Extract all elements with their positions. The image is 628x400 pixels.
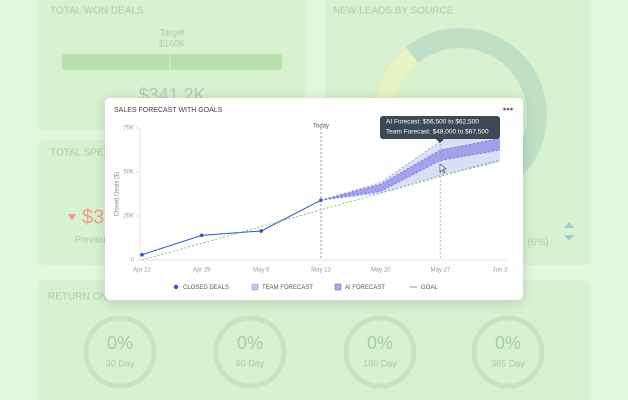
progress-bar [62, 54, 282, 70]
gauge-value: 0% [107, 333, 133, 353]
x-tick-label: Jun 3 [493, 268, 508, 274]
tooltip-pointer [436, 139, 444, 143]
gauge [343, 315, 417, 389]
panel-title: TOTAL WON DEALS [50, 6, 144, 17]
gauge-label: 60 Day [236, 358, 265, 368]
x-tick-label: Apr 22 [133, 268, 151, 274]
point [199, 233, 204, 238]
spend-value: $3 [82, 206, 104, 228]
forecast-band [321, 138, 500, 201]
gauge [471, 315, 545, 389]
gauge-value: 0% [237, 333, 263, 353]
cursor [439, 163, 447, 174]
gauge-value: 0% [495, 333, 521, 353]
gauges: 0% 30 Day 0% 60 Day 0% 180 Day 0% 365 Day [83, 315, 545, 389]
legend-label: AI FORECAST [345, 285, 385, 291]
tooltip-text: Team Forecast: $48,000 to $67,500 [386, 129, 489, 136]
panel-title: RETURN ON [48, 292, 107, 303]
target-label: Target [159, 27, 185, 37]
down-arrow [68, 214, 76, 221]
target-value: $160K [159, 38, 185, 48]
legend-swatch [251, 283, 259, 291]
y-tick-label: 75K [123, 126, 134, 132]
y-axis-label: Closed Deals ($) [115, 172, 121, 217]
forecast-lower [320, 161, 501, 201]
gauge-label: 365 Day [491, 358, 525, 368]
chart-title: SALES FORECAST WITH GOALS [114, 107, 223, 114]
point [259, 229, 264, 233]
today-label: Today [313, 124, 329, 130]
gauge-label: 30 Day [106, 358, 135, 368]
sort-arrows [564, 222, 574, 241]
tooltip [380, 116, 500, 139]
legend-label: GOAL [421, 285, 438, 291]
point [140, 252, 144, 257]
forecast-lower [320, 149, 501, 201]
goal-line [141, 159, 501, 261]
legend-swatch [173, 284, 179, 290]
forecast-upper [320, 138, 501, 201]
gauge [213, 315, 287, 389]
x-tick-label: May 13 [311, 268, 331, 274]
change: (6%) [527, 238, 548, 249]
gauge [83, 315, 157, 389]
legend-label: CLOSED DEALS [183, 285, 229, 291]
panel-title: NEW LEADS BY SOURCE [333, 6, 454, 17]
panel [38, 280, 591, 400]
x-tick-label: Apr 29 [193, 268, 211, 274]
y-tick-label: 50K [123, 170, 134, 176]
line [141, 199, 322, 256]
x-tick-label: May 20 [371, 268, 391, 274]
previous-label: Previous [75, 234, 111, 244]
x-tick-label: May 6 [253, 268, 270, 274]
legend-swatch [334, 283, 342, 291]
tooltip-text: AI Forecast: $56,500 to $62,500 [386, 119, 479, 126]
panel-title: TOTAL SPEND [50, 148, 118, 159]
card-bg [105, 98, 523, 300]
y-tick-label: 25K [123, 214, 134, 220]
donut-segment [375, 47, 419, 103]
legend-label: TEAM FORECAST [262, 285, 313, 291]
chart-card: SALES FORECAST WITH GOALS ••• Closed Dea… [105, 98, 523, 300]
gauge-value: 0% [367, 333, 393, 353]
menu-dots[interactable]: ••• [503, 105, 514, 116]
x-tick-label: May 27 [430, 268, 450, 274]
gauge-label: 180 Day [363, 358, 397, 368]
y-tick-label: 0 [131, 258, 135, 264]
